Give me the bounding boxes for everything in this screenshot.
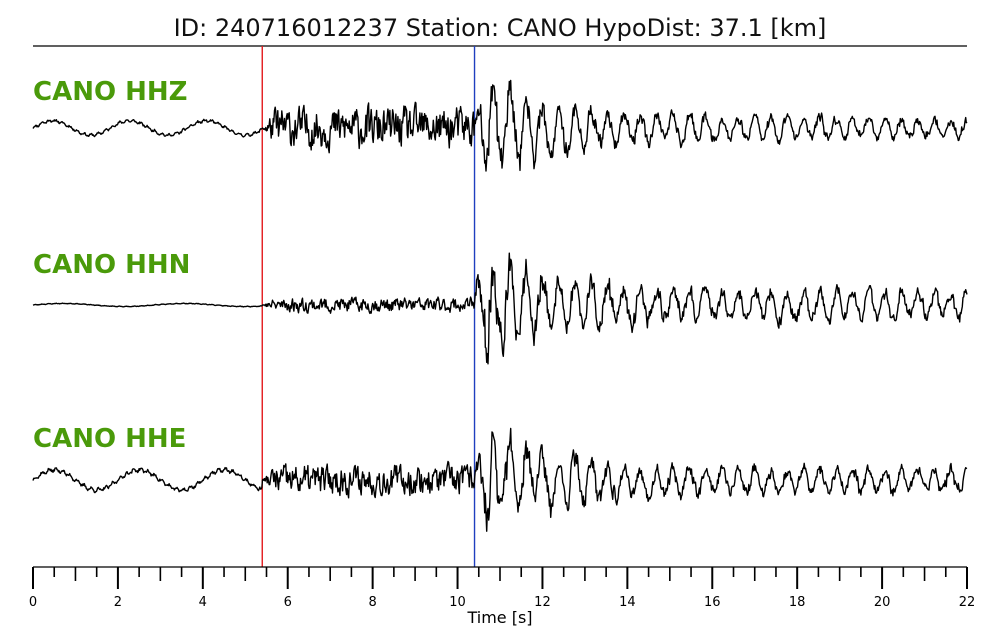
- x-tick-label: 10: [449, 595, 466, 610]
- x-tick-label: 12: [534, 595, 551, 610]
- x-tick-label: 16: [704, 595, 721, 610]
- trace-label-hhz: CANO HHZ: [33, 77, 188, 107]
- x-tick-label: 0: [29, 595, 37, 610]
- chart-title: ID: 240716012237 Station: CANO HypoDist:…: [174, 14, 827, 42]
- trace-labels: CANO HHZ CANO HHN CANO HHE: [33, 77, 190, 454]
- x-tick-label: 2: [114, 595, 122, 610]
- trace-line-hhz: [32, 79, 968, 172]
- trace-line-hhn: [32, 252, 968, 365]
- trace-line-hhe: [32, 427, 968, 532]
- time-axis: 0 2 4 6 8 10 12 14 16 18 20 22: [29, 566, 976, 610]
- x-tick-label: 8: [368, 595, 376, 610]
- x-tick-label: 18: [789, 595, 806, 610]
- trace-label-hhe: CANO HHE: [33, 424, 186, 454]
- waveform-traces: [32, 79, 968, 532]
- trace-label-hhn: CANO HHN: [33, 250, 190, 280]
- x-tick-label: 14: [619, 595, 636, 610]
- x-tick-label: 4: [199, 595, 207, 610]
- x-axis-label: Time [s]: [466, 608, 532, 627]
- x-tick-label: 22: [959, 595, 976, 610]
- x-tick-label: 6: [284, 595, 292, 610]
- x-tick-label: 20: [874, 595, 891, 610]
